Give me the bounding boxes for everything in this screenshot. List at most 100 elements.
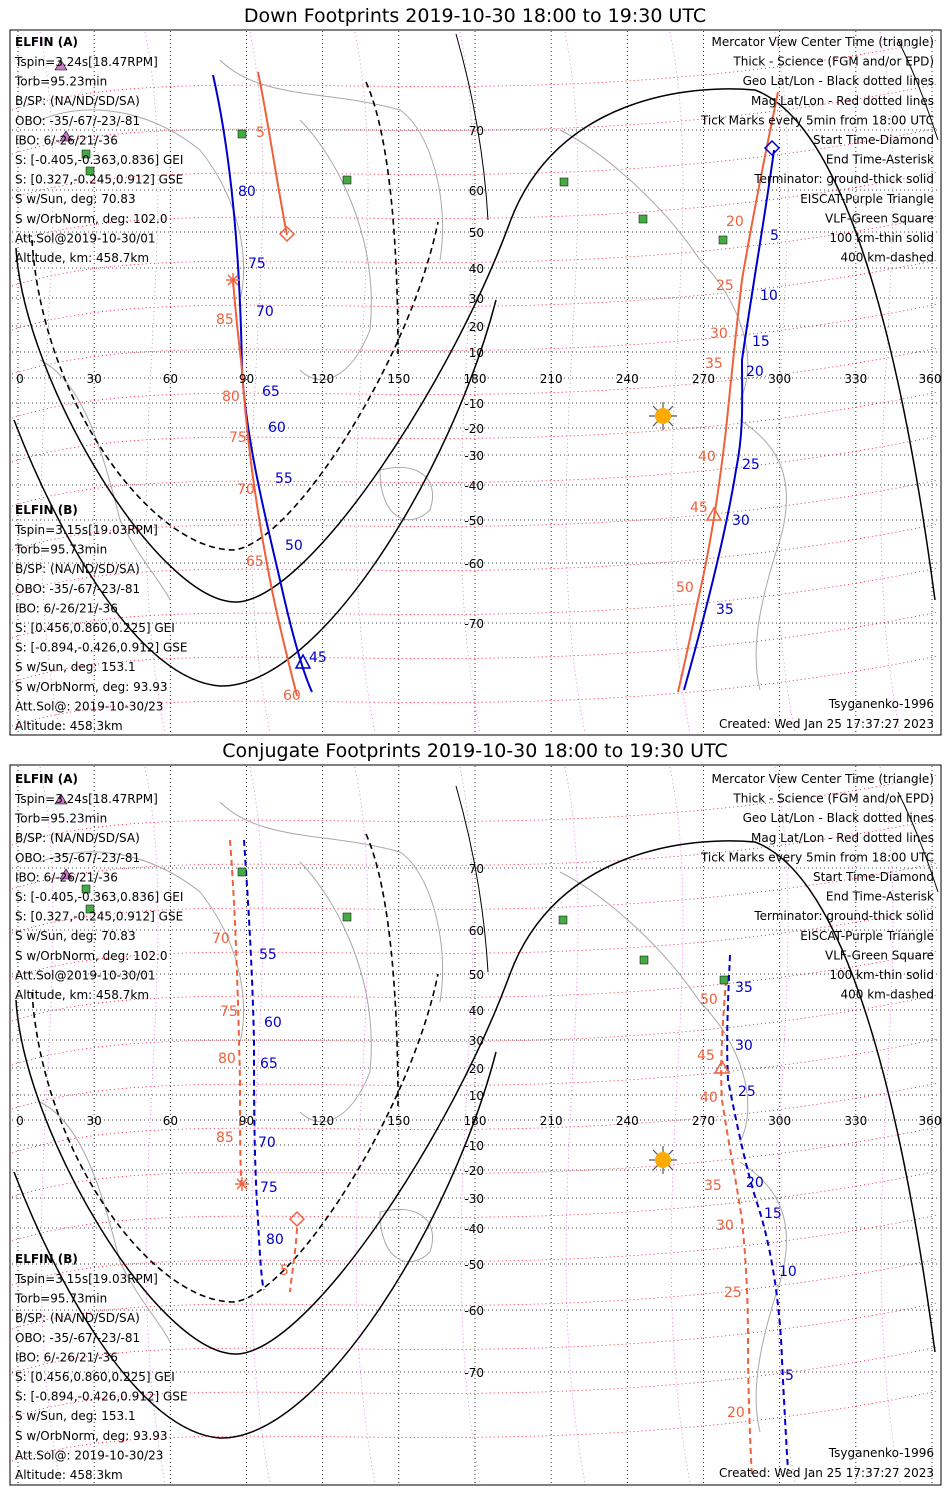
model-name: Tsyganenko-1996	[828, 1446, 934, 1460]
elfin-a-tick-label: 25	[742, 457, 760, 473]
longitude-tick-label: 180	[464, 372, 487, 386]
longitude-tick-label: 90	[239, 1114, 254, 1128]
elfin-a-info-line: S: [0.327,-0.245,0.912] GSE	[15, 910, 183, 924]
latitude-tick-label: -40	[464, 1222, 484, 1236]
elfin-a-tick-label: 55	[275, 471, 293, 487]
elfin-a-info-line: Att.Sol@2019-10-30/01	[15, 231, 156, 245]
legend-item: EISCAT-Purple Triangle	[800, 192, 934, 206]
latitude-tick-label: -20	[464, 1164, 484, 1178]
elfin-b-tick-label: 40	[698, 449, 716, 465]
legend-item: End Time-Asterisk	[826, 153, 934, 167]
elfin-a-info-line: S w/Sun, deg: 70.83	[15, 929, 136, 943]
elfin-a-tick-label: 35	[735, 980, 753, 996]
legend-item: End Time-Asterisk	[826, 890, 934, 904]
mag-longitude-line	[565, 32, 585, 733]
elfin-b-tick-label: 75	[229, 430, 247, 446]
mag-longitude-line	[670, 767, 690, 1483]
latitude-tick-label: 10	[469, 1089, 484, 1103]
longitude-tick-label: 120	[311, 1114, 334, 1128]
elfin-b-info-line: B/SP: (NA/ND/SD/SA)	[15, 1311, 140, 1325]
elfin-a-tick-label: 15	[764, 1206, 782, 1222]
legend-item: 400 km-dashed	[840, 251, 934, 265]
elfin-a-tick-label: 25	[738, 1084, 756, 1100]
elfin-b-info-line: Att.Sol@: 2019-10-30/23	[15, 699, 163, 713]
elfin-a-tick-label: 20	[746, 1175, 764, 1191]
elfin-b-tick-label: 45	[690, 500, 708, 516]
elfin-b-tick-label: 50	[700, 992, 718, 1008]
elfin-b-info-line: Torb=95.73min	[14, 1292, 107, 1306]
latitude-tick-label: -40	[464, 479, 484, 493]
coastline	[300, 120, 371, 380]
latitude-tick-label: -50	[464, 514, 484, 528]
longitude-tick-label: 30	[87, 1114, 102, 1128]
elfin-b-tick-label: 65	[246, 554, 264, 570]
elfin-b-info-line: S w/OrbNorm, deg: 93.93	[15, 1429, 167, 1443]
created-timestamp: Created: Wed Jan 25 17:37:27 2023	[719, 717, 934, 731]
longitude-tick-label: 270	[692, 372, 715, 386]
longitude-tick-label: 180	[464, 1114, 487, 1128]
legend-item: Geo Lat/Lon - Black dotted lines	[743, 811, 934, 825]
elfin-b-info: ELFIN (B)Tspin=3.15s[19.03RPM]Torb=95.73…	[14, 503, 188, 733]
end-asterisk-icon	[226, 273, 240, 287]
latitude-tick-label: 10	[469, 346, 484, 360]
latitude-tick-label: 70	[469, 862, 484, 876]
legend-item: Thick - Science (FGM and/or EPD)	[732, 55, 934, 69]
longitude-tick-label: 270	[692, 1114, 715, 1128]
longitude-tick-label: 120	[311, 372, 334, 386]
elfin-a-info-line: Tspin=3.24s[18.47RPM]	[14, 55, 158, 69]
legend-item: Terminator: ground-thick solid	[753, 172, 934, 186]
elfin-a-tick-label: 5	[770, 228, 779, 244]
elfin-b-tick-label: 70	[212, 931, 230, 947]
elfin-a-tick-label: 10	[779, 1264, 797, 1280]
elfin-b-tick-label: 75	[220, 1004, 238, 1020]
elfin-b-tick-label: 85	[216, 1130, 234, 1146]
elfin-b-info-line: S: [0.456,0.860,0.225] GEI	[15, 621, 175, 635]
elfin-a-info-line: S: [-0.405,-0.363,0.836] GEI	[15, 153, 183, 167]
vlf-station-marker	[720, 976, 728, 984]
mag-longitude-line	[565, 767, 585, 1483]
elfin-a-name: ELFIN (A)	[15, 35, 78, 49]
legend-item: Geo Lat/Lon - Black dotted lines	[743, 74, 934, 88]
latitude-tick-label: 60	[469, 924, 484, 938]
elfin-b-tick-label: 35	[704, 1178, 722, 1194]
latitude-tick-label: 50	[469, 968, 484, 982]
latitude-tick-label: 40	[469, 262, 484, 276]
elfin-b-info-line: S w/Sun, deg: 153.1	[15, 660, 136, 674]
elfin-a-info: ELFIN (A) Tspin=3.24s[18.47RPM] Torb=95.23…	[14, 35, 183, 265]
longitude-tick-label: 360	[919, 1114, 942, 1128]
elfin-a-info-line: Torb=95.23min	[14, 812, 107, 826]
longitude-tick-label: 0	[16, 372, 24, 386]
legend-item: 100 km-thin solid	[829, 968, 934, 982]
elfin-a-tick-label: 70	[258, 1135, 276, 1151]
latitude-tick-label: -60	[464, 1304, 484, 1318]
coastline	[40, 1102, 170, 1342]
latitude-tick-label: -70	[464, 617, 484, 631]
elfin-b-tick-label: 20	[727, 1405, 745, 1421]
latitude-tick-label: 20	[469, 320, 484, 334]
elfin-b-info-line: OBO: -35/-67/-23/-81	[15, 582, 140, 596]
latitude-tick-label: 70	[469, 124, 484, 138]
conjugate-footprints-panel: Conjugate Footprints 2019-10-30 18:00 to…	[10, 740, 941, 1485]
legend: Mercator View Center Time (triangle) Thic…	[700, 772, 934, 1002]
legend-item: 100 km-thin solid	[829, 231, 934, 245]
longitude-tick-label: 60	[163, 1114, 178, 1128]
elfin-b-tick-label: 80	[218, 1051, 236, 1067]
terminator-lines	[14, 786, 938, 1438]
elfin-a-info-line: Altitude, km: 458.7km	[15, 251, 149, 265]
elfin-b-info-line: Tspin=3.15s[19.03RPM]	[14, 523, 158, 537]
latitude-tick-label: 30	[469, 292, 484, 306]
longitude-tick-label: 330	[844, 372, 867, 386]
elfin-a-info-line: S: [0.327,-0.245,0.912] GSE	[15, 173, 183, 187]
longitude-tick-label: 210	[540, 372, 563, 386]
longitude-tick-label: 240	[616, 1114, 639, 1128]
elfin-a-tick-label: 75	[260, 1180, 278, 1196]
elfin-a-tick-label: 75	[248, 256, 266, 272]
elfin-b-info-line: IBO: 6/-26/21/-36	[15, 1350, 118, 1364]
elfin-b-name: ELFIN (B)	[15, 1252, 78, 1266]
longitude-tick-label: 360	[919, 372, 942, 386]
longitude-tick-label: 300	[768, 1114, 791, 1128]
elfin-b-name: ELFIN (B)	[15, 503, 78, 517]
elfin-a-info-line: S w/OrbNorm, deg: 102.0	[15, 212, 167, 226]
latitude-tick-label: 30	[469, 1034, 484, 1048]
vlf-station-marker	[639, 215, 647, 223]
